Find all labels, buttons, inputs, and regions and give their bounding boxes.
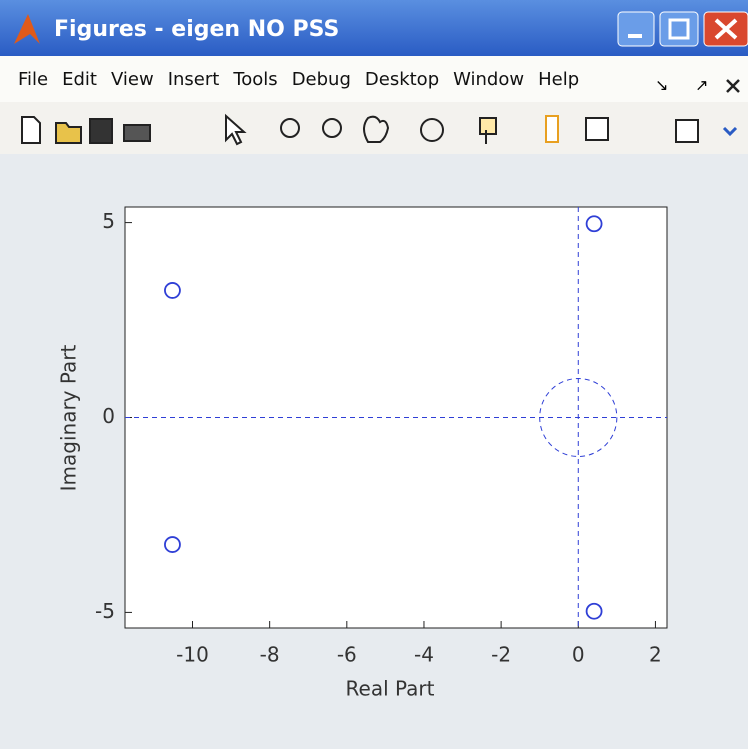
x-tick-label: -2 <box>491 643 511 667</box>
x-tick-label: -10 <box>176 643 209 667</box>
menu-item[interactable]: Help <box>538 69 579 90</box>
window-title: Figures - eigen NO PSS <box>54 17 339 42</box>
menu-item[interactable]: File <box>18 69 48 90</box>
x-tick-label: 0 <box>572 643 585 667</box>
y-tick-label: -5 <box>95 599 115 623</box>
y-axis-label: Imaginary Part <box>57 344 81 491</box>
menu-item[interactable]: Insert <box>168 69 220 90</box>
figure-window: Figures - eigen NO PSS File Edit View Inser… <box>0 0 748 749</box>
y-tick-label: 5 <box>102 209 115 233</box>
print-icon[interactable] <box>124 125 150 141</box>
menu-item[interactable]: Window <box>453 69 524 90</box>
undock-icon[interactable]: ↗ <box>695 76 708 95</box>
menu-item[interactable]: Desktop <box>365 69 439 90</box>
new-icon[interactable] <box>22 117 40 143</box>
plot-tools-icon[interactable] <box>676 120 698 142</box>
dock-icon[interactable]: ↘ <box>655 76 668 95</box>
minimize-button[interactable] <box>618 12 654 46</box>
open-icon[interactable] <box>56 123 81 143</box>
minimize-icon <box>628 34 642 38</box>
menu-item[interactable]: Edit <box>62 69 97 90</box>
page: Figures - eigen NO PSS File Edit View Inser… <box>0 0 748 749</box>
menu-item[interactable]: Debug <box>292 69 351 90</box>
x-tick-label: 2 <box>649 643 662 667</box>
colorbar-icon[interactable] <box>546 116 558 142</box>
x-tick-label: -6 <box>337 643 357 667</box>
x-axis-label: Real Part <box>346 677 435 701</box>
menu-item[interactable]: View <box>111 69 154 90</box>
maximize-button[interactable] <box>660 12 698 46</box>
x-tick-label: -8 <box>260 643 280 667</box>
menu-item[interactable]: Tools <box>232 69 277 90</box>
legend-icon[interactable] <box>586 118 608 140</box>
save-icon[interactable] <box>90 119 112 143</box>
y-tick-label: 0 <box>102 404 115 428</box>
x-tick-label: -4 <box>414 643 434 667</box>
